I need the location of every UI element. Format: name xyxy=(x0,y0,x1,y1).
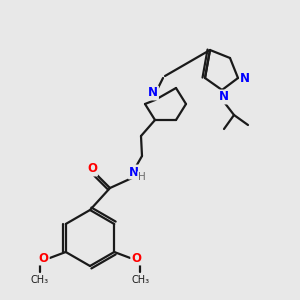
Text: H: H xyxy=(138,172,146,182)
Text: O: O xyxy=(131,251,141,265)
Text: N: N xyxy=(148,86,158,100)
Text: CH₃: CH₃ xyxy=(31,275,49,285)
Text: O: O xyxy=(87,163,97,176)
Text: N: N xyxy=(219,91,229,103)
Text: N: N xyxy=(240,71,250,85)
Text: N: N xyxy=(129,166,139,178)
Text: O: O xyxy=(39,251,49,265)
Text: CH₃: CH₃ xyxy=(131,275,149,285)
